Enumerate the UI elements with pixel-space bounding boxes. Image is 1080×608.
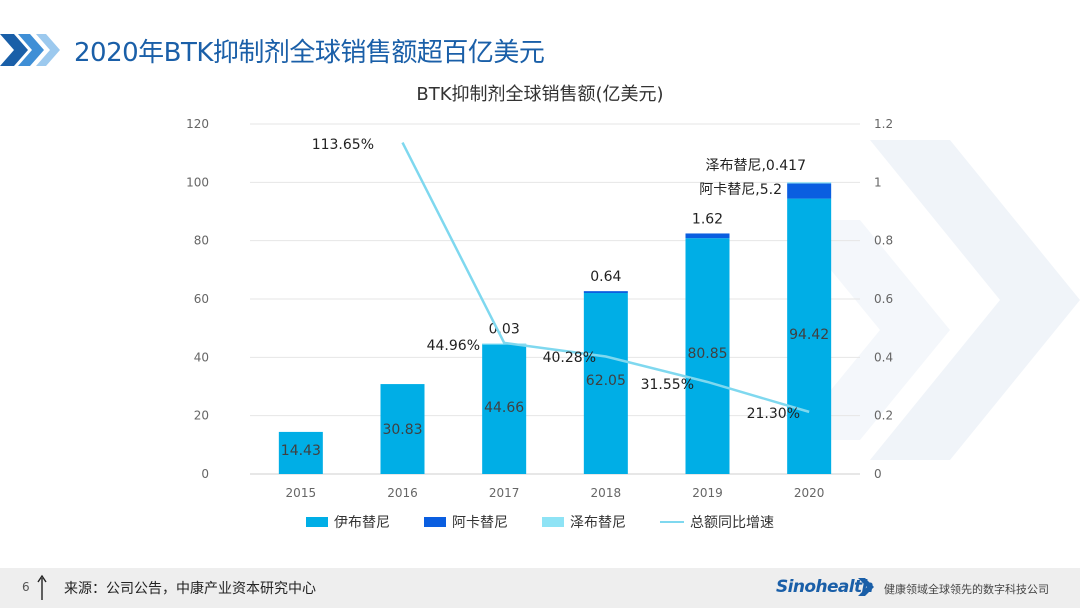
legend-swatch	[306, 517, 328, 527]
brand-slogan: 健康领域全球领先的数字科技公司	[884, 583, 1049, 596]
source-note: 来源：公司公告，中康产业资本研究中心	[64, 581, 316, 597]
y2-tick-label: 1	[874, 175, 882, 189]
legend-item-growth: 总额同比增速	[660, 512, 774, 532]
y2-tick-label: 0.8	[874, 234, 893, 248]
data-label-ibrutinib: 94.42	[789, 327, 829, 343]
data-label-top: 1.62	[692, 211, 723, 227]
x-tick-label: 2016	[387, 486, 418, 500]
growth-line	[401, 141, 810, 414]
bar-ibrutinib	[583, 293, 628, 474]
legend-label: 伊布替尼	[334, 515, 390, 531]
legend-swatch	[660, 521, 684, 523]
legend-label: 泽布替尼	[570, 515, 626, 531]
x-tick-label: 2019	[692, 486, 723, 500]
bar-ibrutinib	[482, 343, 527, 474]
data-label-ibrutinib: 44.66	[484, 400, 524, 416]
y-tick-label: 120	[186, 117, 209, 131]
y2-tick-label: 1.2	[874, 117, 893, 131]
slide-title: 2020年BTK抑制剂全球销售额超百亿美元	[74, 38, 545, 68]
y2-tick-label: 0.4	[874, 350, 893, 364]
chevron-decoration-icon	[0, 34, 60, 66]
legend-item-acalabrutinib: 阿卡替尼	[424, 512, 508, 532]
page-number: 6	[22, 580, 30, 594]
data-label-ibrutinib: 80.85	[687, 346, 727, 362]
bar-ibrutinib	[380, 384, 425, 474]
legend-item-zanubrutinib: 泽布替尼	[542, 512, 626, 532]
data-label-growth: 113.65%	[312, 137, 374, 153]
bar-zanubrutinib	[787, 182, 832, 184]
bar-ibrutinib	[278, 431, 323, 474]
data-label-growth: 40.28%	[543, 350, 596, 366]
bar-acalabrutinib	[583, 291, 628, 294]
data-label-ibrutinib: 62.05	[586, 373, 626, 389]
x-tick-label: 2017	[489, 486, 520, 500]
data-label-top: 0.64	[590, 269, 621, 285]
bar-zanubrutinib	[482, 343, 527, 345]
slide-footer: 6 来源：公司公告，中康产业资本研究中心 Sinohealth 健康领域全球领先…	[0, 568, 1080, 608]
bar-acalabrutinib	[685, 233, 730, 239]
y-tick-label: 60	[194, 292, 209, 306]
legend-swatch	[542, 517, 564, 527]
brand-logo: Sinohealth	[776, 577, 874, 597]
slide-header: 2020年BTK抑制剂全球销售额超百亿美元	[0, 26, 1080, 74]
data-label-ibrutinib: 14.43	[281, 443, 321, 459]
data-label-ibrutinib: 30.83	[382, 422, 422, 438]
watermark-chevron-icon	[790, 140, 1080, 460]
chart-svg: 0 20 40 60 80 100 120 0 0.2 0.4 0.6 0.8 1 1.2 2015 2016…	[186, 117, 893, 500]
y2-tick-label: 0.6	[874, 292, 893, 306]
chart-area: BTK抑制剂全球销售额(亿美元) 0 20 40 60 80 100 120 0 0.2 0.4 0…	[186, 84, 893, 500]
brand-mark-icon	[858, 578, 874, 596]
y-tick-label: 100	[186, 175, 209, 189]
y-tick-label: 20	[194, 409, 209, 423]
bar-ibrutinib	[787, 198, 832, 474]
data-label-zanubrutinib-2020: 泽布替尼,0.417	[705, 158, 806, 174]
data-label-growth: 44.96%	[427, 338, 480, 354]
legend-item-ibrutinib: 伊布替尼	[306, 512, 390, 532]
y-tick-label: 40	[194, 350, 209, 364]
bar-ibrutinib	[685, 238, 730, 474]
x-tick-label: 2018	[591, 486, 622, 500]
y-tick-label: 0	[201, 467, 209, 481]
y-tick-label: 80	[194, 234, 209, 248]
chart-title: BTK抑制剂全球销售额(亿美元)	[416, 84, 664, 105]
x-tick-label: 2015	[286, 486, 317, 500]
legend-swatch	[424, 517, 446, 527]
y2-tick-label: 0.2	[874, 409, 893, 423]
x-tick-label: 2020	[794, 486, 825, 500]
data-label-acalabrutinib-2020: 阿卡替尼,5.2	[699, 182, 782, 198]
data-label-growth: 21.30%	[747, 406, 800, 422]
up-arrow-icon	[37, 574, 47, 600]
legend-label: 总额同比增速	[690, 515, 774, 531]
bar-acalabrutinib	[787, 183, 832, 199]
chart-legend: 伊布替尼 阿卡替尼 泽布替尼 总额同比增速	[0, 512, 1080, 532]
data-label-growth: 31.55%	[641, 377, 694, 393]
legend-label: 阿卡替尼	[452, 515, 508, 531]
y2-tick-label: 0	[874, 467, 882, 481]
